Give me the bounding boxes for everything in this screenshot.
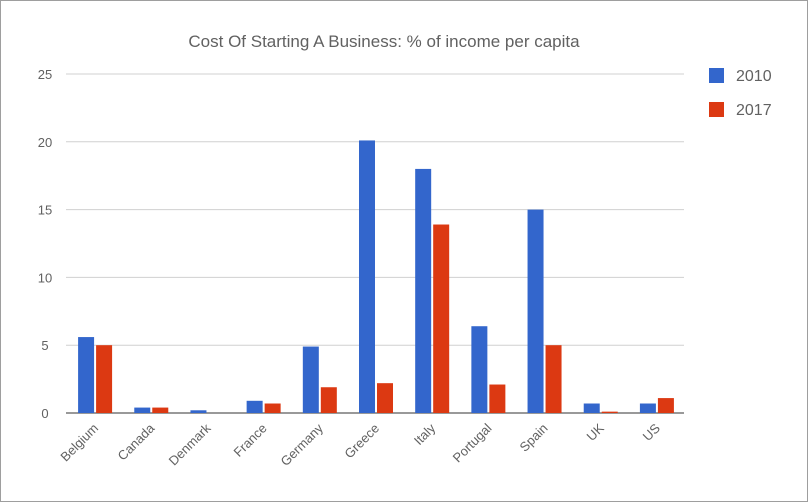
bar-2017-canada	[152, 407, 169, 413]
legend-label-2010: 2010	[736, 68, 772, 85]
x-tick-label: France	[231, 421, 270, 460]
bar-2010-france	[246, 400, 263, 413]
bar-2017-portugal	[489, 384, 506, 413]
bar-2017-germany	[320, 387, 337, 413]
bar-2010-canada	[134, 407, 151, 413]
y-tick-label: 10	[38, 270, 52, 285]
bar-2010-belgium	[78, 337, 95, 413]
bar-2017-us	[657, 398, 674, 413]
x-tick-label: Belgium	[57, 421, 101, 465]
bar-2017-belgium	[96, 345, 113, 413]
x-tick-label: UK	[583, 420, 607, 444]
legend-swatch-2010	[709, 68, 724, 83]
x-tick-label: Portugal	[450, 420, 495, 465]
bar-2010-greece	[359, 140, 375, 413]
bar-2017-italy	[433, 224, 450, 413]
bar-2010-denmark	[190, 410, 207, 413]
x-tick-label: Italy	[411, 420, 439, 448]
chart-title: Cost Of Starting A Business: % of income…	[188, 32, 580, 51]
x-tick-label: Spain	[517, 421, 551, 455]
y-tick-label: 15	[38, 203, 52, 218]
bar-2010-germany	[302, 346, 319, 413]
bars	[78, 140, 674, 413]
bar-2010-uk	[583, 403, 600, 413]
y-axis-ticks: 0 5 10 15 20 25	[38, 67, 52, 421]
legend-swatch-2017	[709, 102, 724, 117]
bar-2010-portugal	[471, 326, 488, 413]
bar-2010-spain	[527, 209, 544, 413]
bar-2017-spain	[545, 345, 562, 413]
x-tick-label: Germany	[278, 420, 327, 469]
y-tick-label: 5	[41, 338, 48, 353]
x-tick-label: Denmark	[166, 420, 214, 468]
bar-2017-uk	[601, 411, 618, 413]
bar-2017-france	[264, 403, 281, 413]
x-axis-ticks: Belgium Canada Denmark France Germany Greece I…	[57, 420, 663, 469]
y-tick-label: 25	[38, 67, 52, 82]
y-tick-label: 20	[38, 135, 52, 150]
x-tick-label: US	[640, 420, 664, 444]
legend-label-2017: 2017	[736, 102, 772, 119]
x-tick-label: Greece	[341, 421, 382, 462]
y-tick-label: 0	[41, 406, 48, 421]
bar-2017-greece	[377, 383, 393, 413]
bar-2010-italy	[415, 168, 432, 413]
legend: 2010 2017	[709, 68, 772, 119]
bar-2010-us	[639, 403, 656, 413]
x-tick-label: Canada	[115, 420, 158, 463]
